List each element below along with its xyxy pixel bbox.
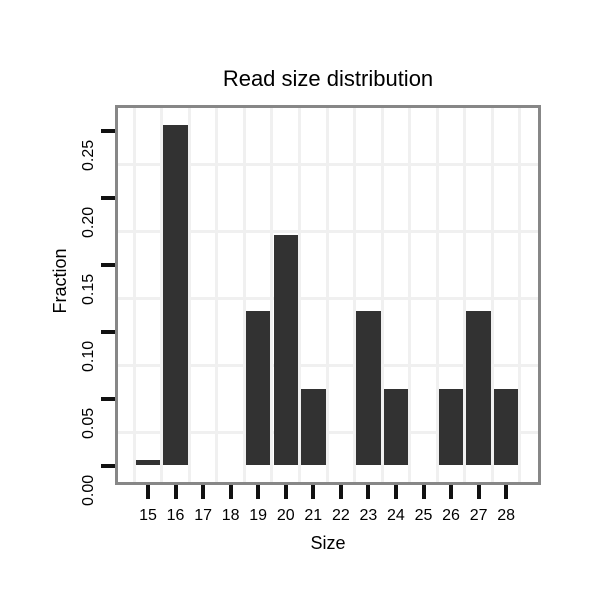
x-tick-label: 24 [387,507,405,524]
x-tick-mark [201,485,206,499]
gridline-horizontal [118,363,538,367]
x-tick-label: 20 [276,507,295,524]
y-tick-mark [101,396,115,401]
gridline-vertical [132,108,136,482]
x-tick-label: 18 [221,507,240,524]
bar-size-16 [163,125,188,466]
gridline-vertical [242,108,246,482]
bar-size-24 [383,389,409,466]
x-tick-label: 27 [469,507,488,524]
gridline-horizontal [118,162,538,166]
gridline-vertical [463,108,467,482]
bar-size-20 [273,235,298,466]
bar-size-27 [466,311,491,466]
x-tick-label: 15 [139,507,157,524]
gridline-vertical [408,108,412,482]
bar-size-23 [356,311,381,466]
y-tick-label: 0.00 [80,474,97,506]
y-tick-label: 0.05 [80,407,97,439]
x-tick-mark [504,485,509,499]
bar-size-26 [438,389,464,466]
x-tick-mark [256,485,261,499]
gridline-vertical [187,108,191,482]
y-tick-label: 0.25 [80,139,97,171]
gridline-vertical [215,108,219,482]
x-tick-label: 16 [166,507,185,524]
x-tick-mark [476,485,481,499]
x-tick-label: 19 [249,507,268,524]
x-tick-label: 23 [359,507,378,524]
chart-title: Read size distribution [222,66,434,91]
x-tick-label: 21 [304,507,323,524]
bar-size-21 [301,389,326,466]
y-tick-mark [101,262,115,267]
x-tick-label: 17 [194,507,212,524]
bar-size-19 [245,311,271,466]
x-tick-mark [421,485,426,499]
x-tick-mark [338,485,343,499]
x-tick-mark [366,485,371,499]
bar-size-15 [135,460,161,466]
gridline-vertical [353,108,357,482]
y-tick-label: 0.15 [80,273,97,305]
x-tick-label: 25 [414,507,433,524]
y-tick-mark [101,329,115,334]
y-tick-label: 0.20 [80,206,97,238]
x-tick-mark [146,485,150,499]
plot-panel [115,105,541,485]
x-tick-label: 28 [497,507,516,524]
y-tick-mark [101,463,115,468]
y-axis-title: Fraction [50,248,70,314]
gridline-vertical [518,108,522,482]
x-tick-mark [311,485,316,499]
x-tick-label: 26 [442,507,460,524]
gridline-horizontal [118,229,538,233]
y-tick-mark [101,128,115,133]
gridline-vertical [160,108,164,482]
gridline-vertical [298,108,302,482]
x-tick-mark [449,485,454,499]
gridline-vertical [380,108,384,482]
gridline-vertical [435,108,439,482]
x-tick-label: 22 [331,507,350,524]
gridline-vertical [490,108,494,482]
x-tick-mark [393,485,398,499]
x-tick-mark [173,485,178,499]
x-tick-mark [228,485,233,499]
gridline-horizontal [118,296,538,300]
x-tick-mark [283,485,288,499]
gridline-horizontal [118,430,538,434]
gridline-vertical [325,108,329,482]
y-tick-label: 0.10 [80,340,97,372]
y-tick-mark [101,195,115,200]
bar-size-28 [493,389,519,466]
gridline-vertical [270,108,274,482]
x-axis-title: Size [310,533,346,553]
